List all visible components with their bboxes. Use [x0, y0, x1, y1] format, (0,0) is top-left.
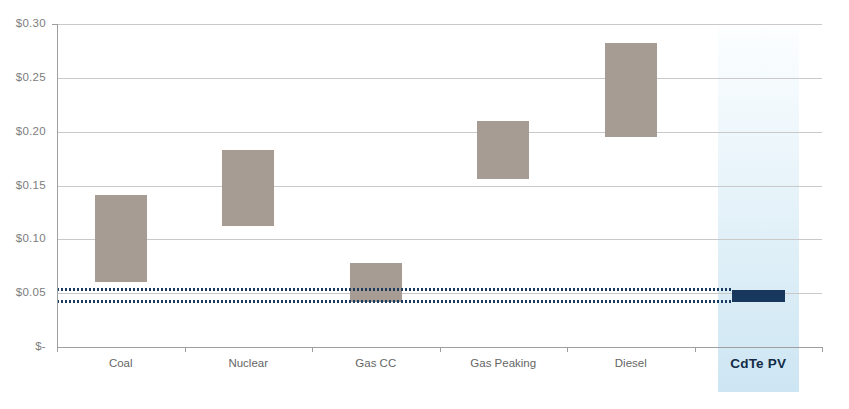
- y-tick-label-0.15: $0.15: [0, 179, 46, 191]
- x-category-label-coal: Coal: [61, 357, 181, 369]
- y-tick-label-0.20: $0.20: [0, 125, 46, 137]
- x-category-label-gas-peaking: Gas Peaking: [443, 357, 563, 369]
- x-category-label-gas-cc: Gas CC: [316, 357, 436, 369]
- axis-labels-layer: $0.30 $0.25 $0.20 $0.15 $0.10 $0.05 $- Coal Nucl…: [0, 0, 849, 409]
- y-tick-label-0.10: $0.10: [0, 232, 46, 244]
- x-category-label-diesel: Diesel: [571, 357, 691, 369]
- lcoe-range-chart: $0.30 $0.25 $0.20 $0.15 $0.10 $0.05 $- Coal Nucl…: [0, 0, 849, 409]
- x-category-label-nuclear: Nuclear: [188, 357, 308, 369]
- y-tick-label-0.05: $0.05: [0, 286, 46, 298]
- x-category-label-cdte-pv: CdTe PV: [698, 356, 818, 371]
- y-tick-label-zero: $-: [0, 340, 46, 352]
- y-tick-label-0.30: $0.30: [0, 17, 46, 29]
- y-tick-label-0.25: $0.25: [0, 71, 46, 83]
